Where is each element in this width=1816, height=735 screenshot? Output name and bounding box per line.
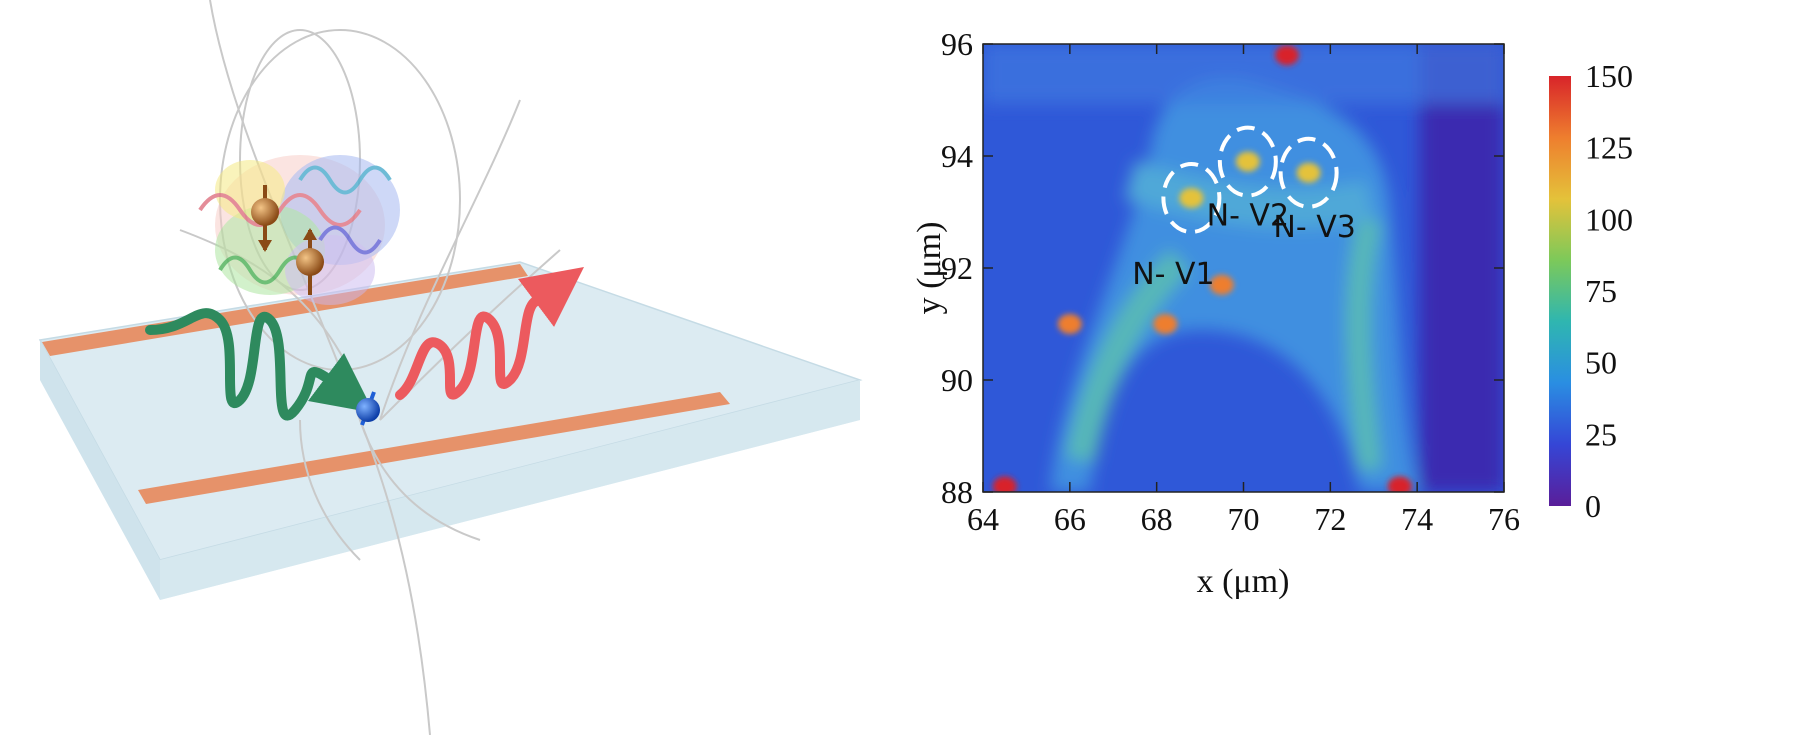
nv-center-label-1: N- V1 [1132, 257, 1214, 292]
nv-center-label-3: N- V3 [1273, 210, 1355, 245]
heatmap-plot-area [983, 44, 1504, 492]
diamond-substrate [38, 261, 863, 600]
colorbar-tick-label-0: 0 [1585, 488, 1601, 524]
hotspot-8 [1153, 314, 1178, 334]
colorbar [1549, 76, 1571, 506]
x-axis-label: x (μm) [1197, 563, 1290, 600]
x-tick-label-0: 64 [967, 501, 999, 537]
excitation-laser-wave [145, 308, 374, 421]
hotspot-4 [992, 476, 1017, 492]
fluorescence-emission-wave [395, 267, 584, 400]
colorbar-ticks: 0 25 50 75 100 125 150 [1585, 58, 1633, 524]
x-axis-ticks: 64 66 68 70 72 74 76 [967, 44, 1520, 537]
y-tick-label-1: 90 [941, 362, 973, 398]
colorbar-tick-label-6: 150 [1585, 58, 1633, 94]
nv-center-ring-3 [1278, 136, 1339, 209]
x-tick-label-4: 72 [1314, 501, 1346, 537]
x-tick-label-6: 76 [1488, 501, 1520, 537]
hotspot-7 [1057, 314, 1082, 334]
heatmap-hotspots [992, 45, 1412, 492]
colorbar-tick-label-3: 75 [1585, 273, 1617, 309]
hotspot-5 [1387, 476, 1412, 492]
nv-spin-icon [356, 391, 380, 426]
nv-center-ring-1 [1161, 162, 1222, 234]
x-tick-label-5: 74 [1401, 501, 1433, 537]
protein-structure-icon [198, 155, 400, 305]
colorbar-tick-label-1: 25 [1585, 416, 1617, 452]
y-axis-ticks: 88 90 92 94 96 [941, 26, 1504, 510]
colorbar-tick-label-4: 100 [1585, 201, 1633, 237]
hotspot-0 [1179, 188, 1204, 208]
x-tick-label-2: 68 [1141, 501, 1173, 537]
colorbar-tick-label-5: 125 [1585, 130, 1633, 166]
hotspot-3 [1274, 45, 1299, 66]
y-tick-label-4: 96 [941, 26, 973, 62]
nv-center-label-2: N- V2 [1207, 199, 1289, 234]
y-tick-label-3: 94 [941, 138, 973, 174]
schematic-illustration [38, 0, 863, 735]
x-tick-label-1: 66 [1054, 501, 1086, 537]
y-tick-label-2: 92 [941, 250, 973, 286]
x-tick-label-3: 70 [1228, 501, 1260, 537]
hotspot-1 [1235, 151, 1260, 172]
nv-center-ring-2 [1217, 125, 1278, 198]
y-tick-label-0: 88 [941, 474, 973, 510]
y-axis-label: y (μm) [911, 222, 948, 315]
colorbar-tick-label-2: 50 [1585, 345, 1617, 381]
nv-center-labels: N- V1 N- V2N- V3 [1132, 199, 1356, 292]
electron-spin-icon [251, 185, 324, 295]
nv-center-markers [1161, 125, 1339, 234]
hotspot-6 [1209, 274, 1234, 295]
hotspot-2 [1296, 162, 1321, 183]
microwave-electrode-bottom [138, 392, 730, 504]
